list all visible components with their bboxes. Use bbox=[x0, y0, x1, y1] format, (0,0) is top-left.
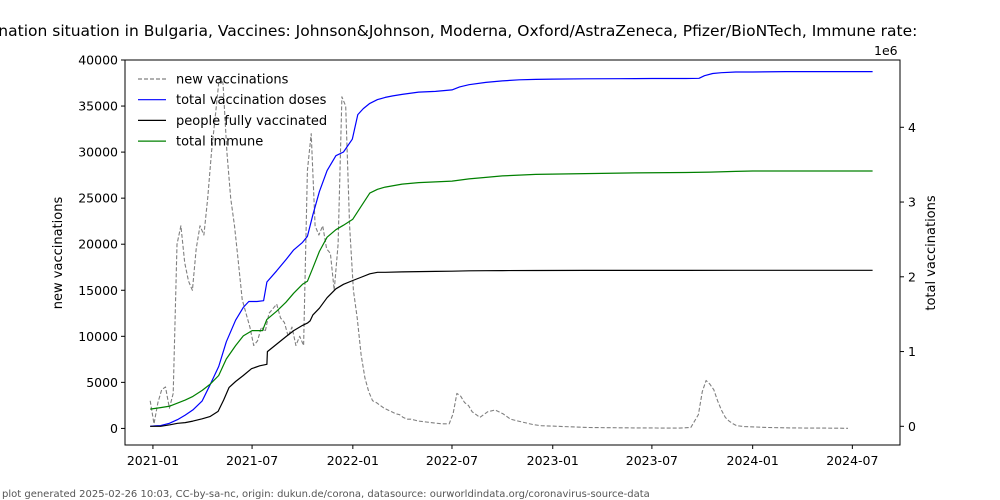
series-line-new-vaccinations bbox=[149, 77, 849, 429]
y-left-tick-label: 25000 bbox=[78, 191, 118, 206]
plot-frame bbox=[124, 59, 901, 446]
y-left-tick-label: 0 bbox=[110, 421, 118, 436]
y-left-tick-label: 20000 bbox=[78, 237, 118, 252]
chart-title: ination situation in Bulgaria, Vaccines:… bbox=[0, 22, 917, 40]
x-tick-label: 2021-01 bbox=[127, 453, 179, 468]
y-left-tick-label: 30000 bbox=[78, 145, 118, 160]
y-right-tick-label: 2 bbox=[908, 269, 916, 284]
footer-note: plot generated 2025-02-26 10:03, CC-by-s… bbox=[2, 489, 650, 500]
series-line-total-vaccination-doses bbox=[150, 70, 873, 427]
legend-label-total-vaccination-doses: total vaccination doses bbox=[176, 93, 327, 108]
y-right-tick-label: 1 bbox=[908, 344, 916, 359]
y-right-tick-label: 0 bbox=[908, 419, 916, 434]
series-line-total-immune bbox=[150, 170, 873, 410]
series-line-people-fully-vaccinated bbox=[150, 269, 873, 427]
x-tick-label: 2022-07 bbox=[426, 453, 478, 468]
x-tick-label: 2023-01 bbox=[527, 453, 579, 468]
y-axis-right-label: total vaccinations bbox=[924, 195, 939, 311]
y-left-tick-label: 5000 bbox=[86, 375, 118, 390]
x-tick-label: 2021-07 bbox=[226, 453, 278, 468]
legend-label-new-vaccinations: new vaccinations bbox=[176, 73, 289, 88]
y-axis-right-offset: 1e6 bbox=[874, 43, 898, 58]
x-tick-label: 2024-01 bbox=[727, 453, 779, 468]
y-left-tick-label: 40000 bbox=[78, 53, 118, 68]
y-right-tick-label: 3 bbox=[908, 195, 916, 210]
y-axis-left-label: new vaccinations bbox=[51, 197, 66, 310]
y-left-tick-label: 10000 bbox=[78, 329, 118, 344]
x-tick-label: 2022-01 bbox=[327, 453, 379, 468]
legend-label-people-fully-vaccinated: people fully vaccinated bbox=[176, 114, 327, 129]
y-left-tick-label: 35000 bbox=[78, 99, 118, 114]
legend-label-total-immune: total immune bbox=[176, 135, 263, 150]
y-left-tick-label: 15000 bbox=[78, 283, 118, 298]
x-tick-label: 2023-07 bbox=[626, 453, 678, 468]
x-tick-label: 2024-07 bbox=[826, 453, 878, 468]
legend: new vaccinations total vaccination doses p… bbox=[138, 73, 327, 150]
y-right-tick-label: 4 bbox=[908, 120, 916, 135]
